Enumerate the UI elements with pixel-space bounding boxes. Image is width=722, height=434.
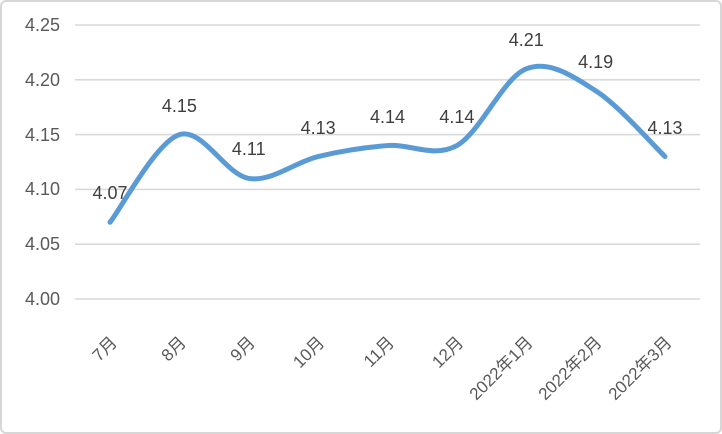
series-line bbox=[107, 63, 668, 225]
